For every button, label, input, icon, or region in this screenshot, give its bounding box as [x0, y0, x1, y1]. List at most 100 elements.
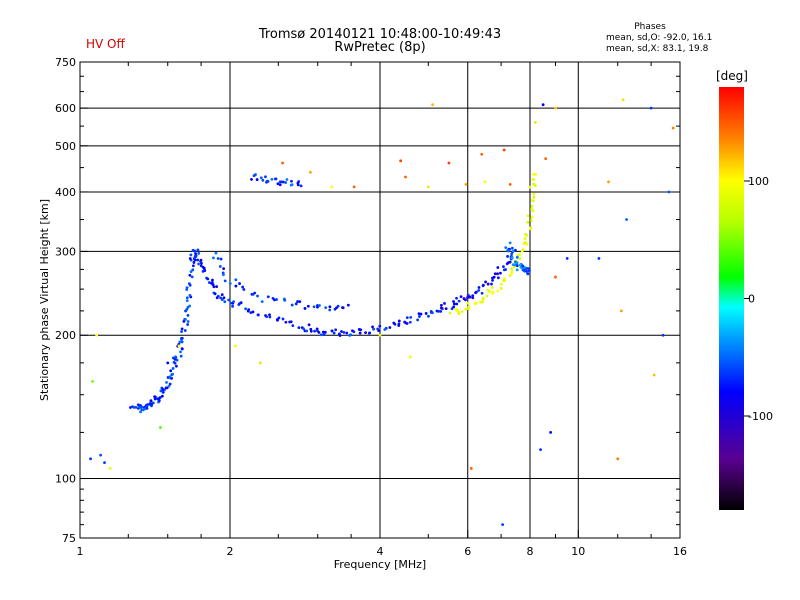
data-point [474, 301, 478, 305]
data-point [171, 372, 175, 376]
data-point [515, 264, 519, 267]
data-point [284, 181, 287, 184]
y-tick-label: 600 [55, 102, 76, 115]
data-point [187, 282, 191, 286]
data-point [399, 159, 403, 163]
data-point [188, 273, 192, 277]
data-point [180, 347, 184, 351]
data-point [418, 315, 421, 318]
data-point [405, 316, 409, 319]
colorbar-label: [deg] [716, 69, 748, 83]
data-point [91, 379, 95, 383]
x-tick-label: 16 [673, 545, 687, 558]
data-point [426, 185, 430, 189]
data-point [328, 308, 332, 312]
y-tick-label: 750 [55, 56, 76, 69]
data-point [371, 325, 374, 329]
data-point [180, 336, 183, 340]
data-point [139, 405, 143, 408]
data-point [652, 373, 656, 377]
data-point [649, 106, 653, 110]
data-point [260, 300, 264, 304]
colorbar-tick-label: -100 [748, 410, 773, 423]
data-point [210, 282, 213, 285]
data-point [249, 311, 253, 315]
data-point [531, 177, 535, 181]
data-point [515, 268, 519, 272]
data-point [481, 297, 485, 301]
data-point [619, 309, 623, 313]
x-tick-label: 8 [527, 545, 534, 558]
data-point [238, 282, 241, 285]
data-point [480, 291, 484, 295]
data-point [192, 261, 196, 264]
data-point [372, 327, 375, 331]
data-point [284, 320, 288, 324]
phase-stats-title: Phases [634, 22, 666, 32]
data-point [444, 307, 448, 311]
data-point [504, 268, 507, 271]
y-axis-label: Stationary phase Virtual Height [km] [38, 199, 51, 401]
data-point [448, 311, 452, 315]
data-point [168, 375, 172, 379]
data-point [530, 204, 534, 208]
data-point [492, 275, 496, 279]
data-point [281, 317, 285, 321]
data-point [481, 300, 484, 304]
data-point [491, 290, 495, 294]
data-point [518, 263, 522, 267]
data-point [523, 268, 527, 272]
data-point [185, 299, 189, 303]
data-point [298, 300, 302, 304]
data-point [290, 303, 294, 307]
data-point [229, 301, 233, 305]
data-point [179, 350, 182, 354]
data-point [508, 241, 512, 245]
data-point [139, 410, 142, 414]
data-point [250, 178, 253, 181]
data-point [160, 394, 164, 398]
data-point [513, 248, 517, 252]
data-point [183, 329, 187, 332]
data-point [309, 329, 313, 333]
data-point [661, 333, 665, 337]
data-point [518, 253, 521, 256]
data-point [108, 467, 112, 470]
y-tick-label: 500 [55, 140, 76, 153]
data-point [521, 264, 525, 268]
data-point [345, 331, 349, 335]
data-point [186, 320, 190, 323]
data-point [288, 320, 292, 324]
data-point [483, 180, 487, 184]
data-point [188, 257, 192, 260]
data-point [544, 157, 548, 161]
data-point [220, 293, 224, 297]
data-point [222, 273, 225, 277]
data-point [528, 269, 531, 273]
data-point [501, 523, 505, 527]
data-point [255, 178, 259, 181]
data-point [307, 323, 311, 327]
data-point [510, 256, 514, 260]
data-point [439, 303, 443, 307]
data-point [222, 296, 226, 300]
data-point [175, 364, 178, 368]
data-point [424, 312, 428, 315]
data-point [270, 177, 274, 181]
colorbar-tick-label: 0 [748, 293, 755, 306]
data-point [234, 284, 238, 288]
data-point [616, 457, 620, 461]
data-point [454, 307, 458, 311]
data-point [455, 296, 458, 300]
x-tick-label: 2 [227, 545, 234, 558]
data-point [290, 179, 293, 183]
data-point [206, 277, 210, 281]
data-point [227, 298, 231, 302]
data-point [464, 182, 468, 186]
data-point [496, 289, 500, 293]
data-point [510, 270, 514, 274]
data-point [322, 333, 326, 336]
data-point [103, 461, 106, 465]
